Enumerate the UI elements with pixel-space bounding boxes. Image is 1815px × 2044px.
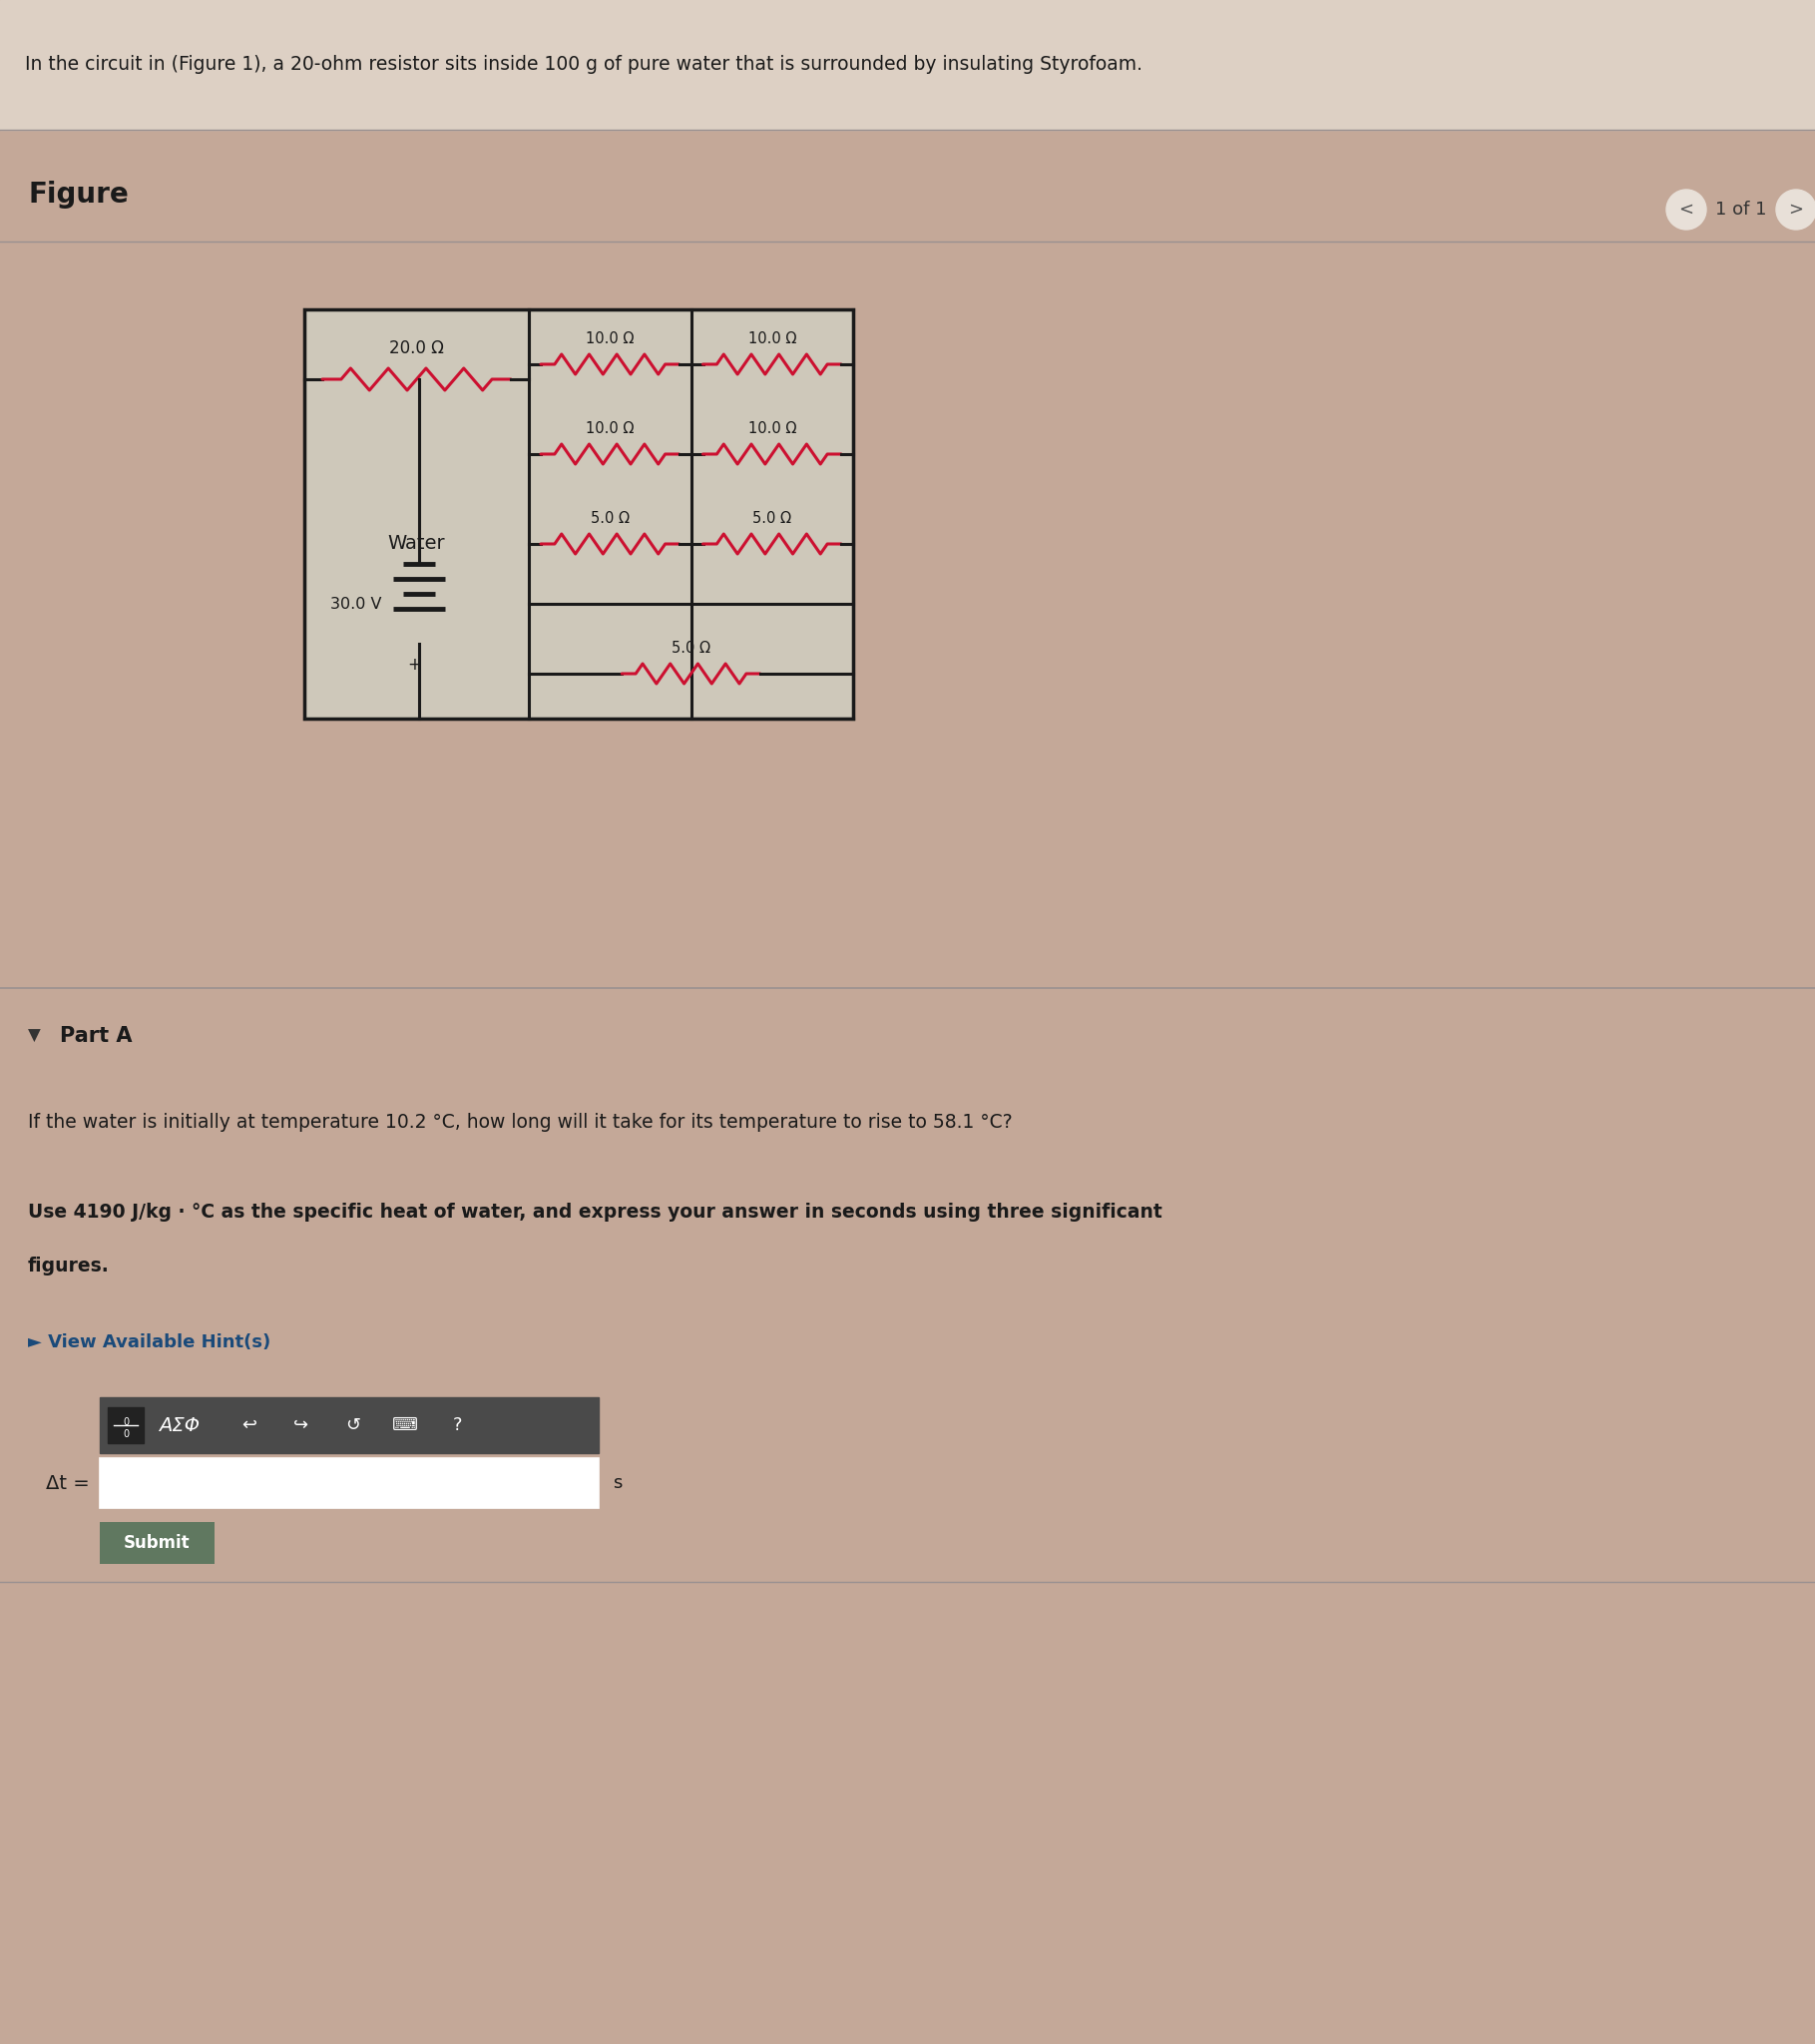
Text: ▼: ▼ [27, 1026, 40, 1044]
Text: Figure: Figure [27, 180, 129, 208]
Text: ↪: ↪ [294, 1416, 309, 1435]
Text: 1 of 1: 1 of 1 [1715, 200, 1766, 219]
Circle shape [1777, 190, 1815, 229]
Text: 0: 0 [123, 1429, 129, 1439]
Text: ► View Available Hint(s): ► View Available Hint(s) [27, 1333, 270, 1351]
Text: ↩: ↩ [241, 1416, 258, 1435]
Bar [100, 1457, 599, 1508]
Text: <: < [1679, 200, 1693, 219]
Text: AΣΦ: AΣΦ [160, 1416, 200, 1435]
Text: 5.0 Ω: 5.0 Ω [590, 511, 630, 525]
Text: >: > [1788, 200, 1804, 219]
Text: 10.0 Ω: 10.0 Ω [748, 331, 797, 345]
Text: Water: Water [388, 533, 445, 554]
Text: 10.0 Ω: 10.0 Ω [748, 421, 797, 435]
Text: ?: ? [452, 1416, 461, 1435]
Text: Submit: Submit [123, 1533, 191, 1551]
Bar [100, 1398, 599, 1453]
Text: ⌨: ⌨ [392, 1416, 417, 1435]
Text: If the water is initially at temperature 10.2 °C, how long will it take for its : If the water is initially at temperature… [27, 1114, 1013, 1132]
Bar [100, 1523, 214, 1564]
Text: +: + [407, 656, 421, 675]
Bar [107, 1406, 143, 1443]
Text: Part A: Part A [60, 1026, 132, 1047]
Text: figures.: figures. [27, 1257, 109, 1275]
Text: 0: 0 [123, 1416, 129, 1427]
Text: 10.0 Ω: 10.0 Ω [586, 331, 633, 345]
Bar [305, 309, 853, 719]
Text: In the circuit in (Figure 1), a 20-ohm resistor sits inside 100 g of pure water : In the circuit in (Figure 1), a 20-ohm r… [25, 55, 1142, 74]
Text: 30.0 V: 30.0 V [330, 597, 381, 611]
Text: 20.0 Ω: 20.0 Ω [388, 339, 445, 358]
Text: s: s [613, 1474, 623, 1492]
Text: ↺: ↺ [345, 1416, 361, 1435]
Text: Use 4190 J/kg · °C as the specific heat of water, and express your answer in sec: Use 4190 J/kg · °C as the specific heat … [27, 1204, 1162, 1222]
Text: 5.0 Ω: 5.0 Ω [672, 640, 710, 656]
Circle shape [1666, 190, 1706, 229]
Text: 5.0 Ω: 5.0 Ω [753, 511, 791, 525]
Bar [0, 0, 1815, 129]
Bar [305, 309, 853, 719]
Text: 10.0 Ω: 10.0 Ω [586, 421, 633, 435]
Text: Δt =: Δt = [45, 1474, 89, 1492]
